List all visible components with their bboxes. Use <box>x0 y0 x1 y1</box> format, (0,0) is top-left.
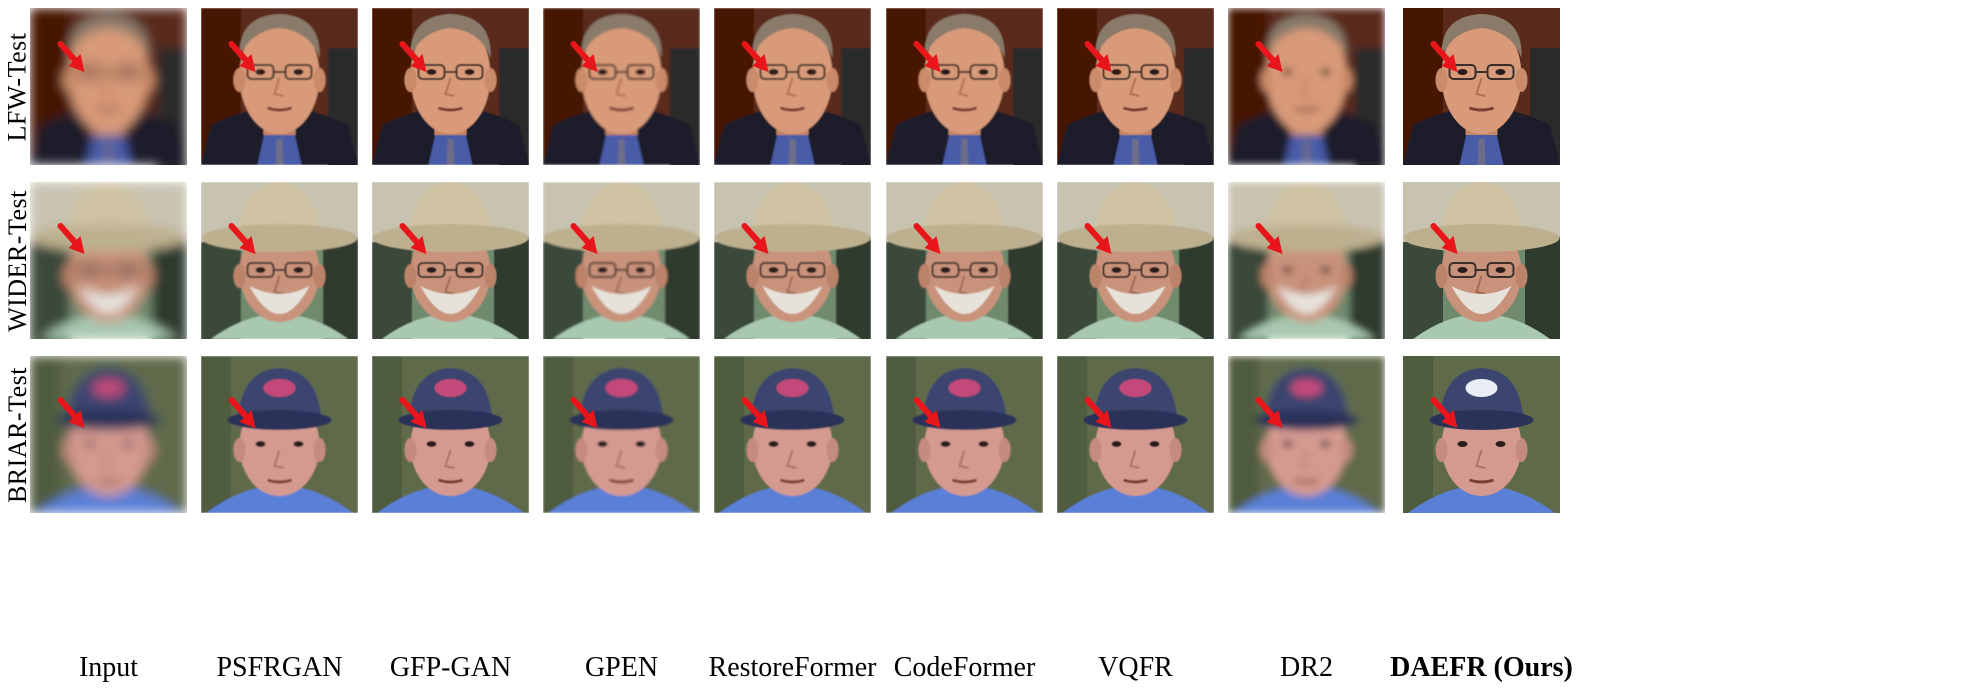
column-label-daefr-ours: DAEFR (Ours) <box>1390 652 1573 683</box>
face-photo <box>543 8 700 165</box>
face-photo <box>372 182 529 339</box>
row-label-text: BRIAR-Test <box>3 366 33 503</box>
column-label-restoreformer: RestoreFormer <box>708 652 877 683</box>
face-photo <box>1057 356 1214 513</box>
face-photo <box>1403 182 1560 339</box>
face-photo <box>543 182 700 339</box>
column-label-dr2: DR2 <box>1280 652 1333 683</box>
face-image-lfw-test-restoreformer <box>714 8 871 165</box>
face-image-briar-test-gfp-gan <box>372 356 529 513</box>
face-photo <box>30 182 187 339</box>
face-image-briar-test-dr2 <box>1228 356 1385 513</box>
face-photo <box>201 8 358 165</box>
face-image-lfw-test-codeformer <box>886 8 1043 165</box>
column-label-codeformer: CodeFormer <box>893 652 1036 683</box>
face-photo <box>886 182 1043 339</box>
face-photo <box>1228 8 1385 165</box>
face-image-wider-test-restoreformer <box>714 182 871 339</box>
face-photo <box>1057 182 1214 339</box>
face-image-lfw-test-vqfr <box>1057 8 1214 165</box>
face-image-wider-test-input <box>30 182 187 339</box>
face-image-wider-test-codeformer <box>886 182 1043 339</box>
face-image-wider-test-psfrgan <box>201 182 358 339</box>
face-image-wider-test-vqfr <box>1057 182 1214 339</box>
face-image-briar-test-gpen <box>543 356 700 513</box>
face-image-wider-test-gfp-gan <box>372 182 529 339</box>
face-image-lfw-test-dr2 <box>1228 8 1385 165</box>
face-photo <box>30 356 187 513</box>
face-photo <box>714 8 871 165</box>
face-image-lfw-test-input <box>30 8 187 165</box>
face-photo <box>543 356 700 513</box>
face-photo <box>30 8 187 165</box>
face-photo <box>1403 8 1560 165</box>
column-label-gpen: GPEN <box>584 652 659 683</box>
face-image-briar-test-restoreformer <box>714 356 871 513</box>
column-label-input: Input <box>78 652 139 683</box>
face-image-lfw-test-gfp-gan <box>372 8 529 165</box>
column-label-vqfr: VQFR <box>1098 652 1173 683</box>
face-photo <box>1228 182 1385 339</box>
face-photo <box>201 182 358 339</box>
face-image-lfw-test-psfrgan <box>201 8 358 165</box>
face-photo <box>1057 8 1214 165</box>
row-label-text: WIDER-Test <box>3 189 32 332</box>
face-image-briar-test-codeformer <box>886 356 1043 513</box>
face-photo <box>886 356 1043 513</box>
face-image-wider-test-daefr-ours <box>1403 182 1560 339</box>
face-photo <box>886 8 1043 165</box>
column-label-psfrgan: PSFRGAN <box>216 652 343 683</box>
column-label-gfp-gan: GFP-GAN <box>389 652 512 683</box>
face-photo <box>372 8 529 165</box>
face-photo <box>372 356 529 513</box>
face-photo <box>714 356 871 513</box>
face-image-briar-test-psfrgan <box>201 356 358 513</box>
face-image-wider-test-dr2 <box>1228 182 1385 339</box>
face-photo <box>201 356 358 513</box>
face-image-lfw-test-gpen <box>543 8 700 165</box>
face-photo <box>714 182 871 339</box>
face-image-briar-test-vqfr <box>1057 356 1214 513</box>
face-image-wider-test-gpen <box>543 182 700 339</box>
row-label-text: LFW-Test <box>3 31 32 142</box>
face-image-briar-test-input <box>30 356 187 513</box>
face-photo <box>1403 356 1560 513</box>
face-image-briar-test-daefr-ours <box>1403 356 1560 513</box>
face-photo <box>1228 356 1385 513</box>
face-image-lfw-test-daefr-ours <box>1403 8 1560 165</box>
